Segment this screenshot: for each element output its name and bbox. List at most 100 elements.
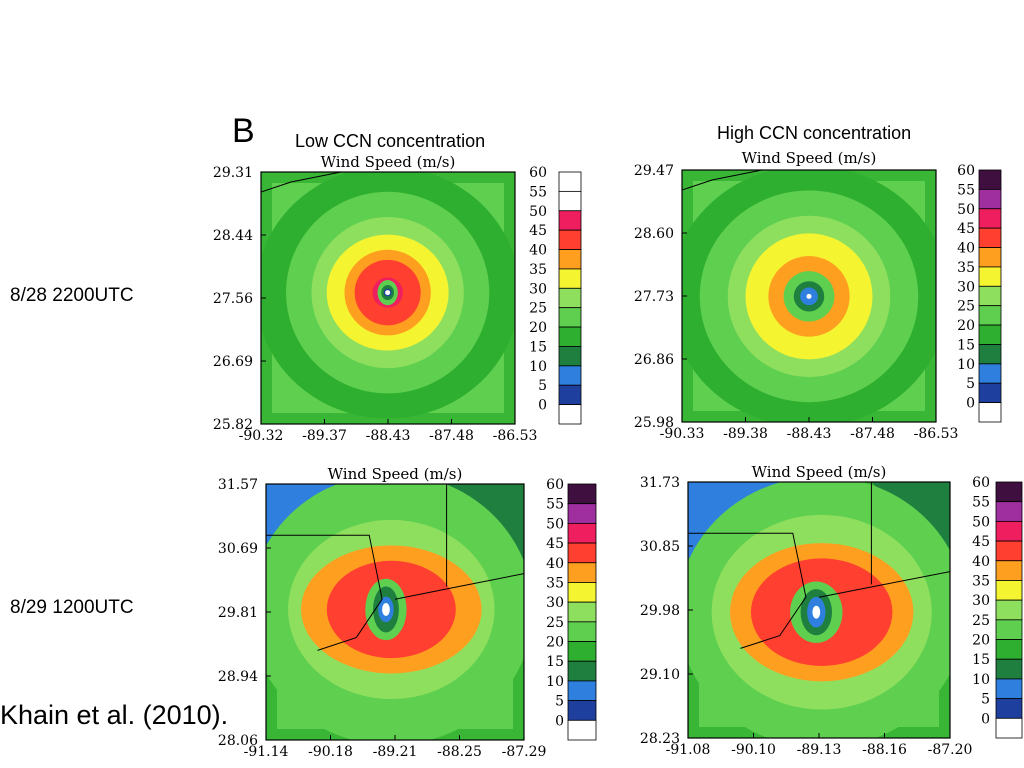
colorbar-swatch-5: [995, 698, 1023, 719]
colorbar-tick-label: 60: [972, 475, 990, 491]
colorbar-tick-label: 40: [972, 554, 990, 570]
panel-title: Wind Speed (m/s): [742, 149, 877, 167]
y-tick-label: 28.23: [640, 731, 680, 747]
x-tick-label: -89.21: [373, 744, 418, 760]
colorbar-tick-label: 10: [957, 357, 975, 373]
colorbar-tick-label: 25: [529, 301, 547, 317]
colorbar-tick-label: 40: [957, 241, 975, 257]
x-tick-label: -89.37: [302, 428, 347, 444]
coastline: [688, 482, 950, 649]
colorbar-tick-label: 40: [546, 556, 564, 572]
x-tick-label: -88.43: [787, 426, 832, 442]
colorbar-tick-label: 50: [529, 204, 547, 220]
colorbar-tick-label: 30: [972, 593, 990, 609]
wind-contour-0: [812, 605, 821, 619]
colorbar-tick-label: 0: [538, 398, 547, 414]
panel-letter: B: [232, 112, 255, 150]
x-tick-label: -89.13: [797, 742, 842, 758]
colorbar-tick-label: 50: [972, 514, 990, 530]
citation: Khain et al. (2010).: [0, 700, 229, 730]
x-tick-label: -87.48: [850, 426, 895, 442]
y-tick-label: 29.81: [218, 605, 258, 621]
column-title-low-ccn: Low CCN concentration: [295, 131, 486, 151]
x-tick-label: -87.48: [429, 428, 474, 444]
colorbar-tick-label: 5: [555, 694, 564, 710]
colorbar-tick-label: 45: [972, 534, 990, 550]
colorbar-swatch-0: [995, 717, 1023, 739]
x-tick-label: -91.14: [244, 744, 289, 760]
y-tick-label: 29.31: [213, 165, 253, 181]
colorbar-tick-label: 45: [529, 223, 547, 239]
y-tick-label: 29.98: [640, 603, 680, 619]
colorbar-swatch-0: [567, 719, 597, 741]
colorbar-tick-label: 20: [957, 318, 975, 334]
y-tick-label: 30.85: [640, 539, 680, 555]
colorbar-tick-label: 20: [546, 635, 564, 651]
y-tick-label: 28.06: [218, 733, 258, 749]
colorbar-tick-label: 55: [972, 495, 990, 511]
colorbar-swatch-20: [995, 639, 1023, 660]
colorbar-tick-label: 45: [546, 536, 564, 552]
y-tick-label: 30.69: [218, 541, 258, 557]
colorbar-swatch-30: [995, 599, 1023, 621]
colorbar-tick-label: 20: [972, 633, 990, 649]
colorbar-swatch-15: [995, 658, 1023, 680]
x-tick-label: -90.18: [308, 744, 353, 760]
x-tick-label: -88.25: [437, 744, 482, 760]
colorbar-tick-label: 55: [529, 184, 547, 200]
colorbar-tick-label: 5: [981, 692, 990, 708]
x-tick-label: -87.29: [502, 744, 547, 760]
colorbar-tick-label: 55: [546, 497, 564, 513]
colorbar-tick-label: 5: [538, 378, 547, 394]
y-tick-label: 28.60: [634, 226, 674, 242]
y-tick-label: 28.94: [218, 669, 258, 685]
y-tick-label: 28.44: [213, 228, 253, 244]
colorbar-tick-label: 55: [957, 182, 975, 198]
x-tick-label: -91.08: [666, 742, 711, 758]
colorbar-tick-label: 10: [546, 674, 564, 690]
panel-title: Wind Speed (m/s): [752, 463, 887, 481]
colorbar-tick-label: 50: [546, 516, 564, 532]
colorbar-tick-label: 15: [529, 339, 547, 355]
panel-title: Wind Speed (m/s): [328, 465, 463, 483]
colorbar-swatch-55: [995, 501, 1023, 522]
coastline: [266, 484, 524, 651]
colorbar-tick-label: 0: [981, 711, 990, 727]
y-tick-label: 26.69: [213, 354, 253, 370]
y-tick-label: 27.56: [213, 291, 253, 307]
x-tick-label: -90.32: [239, 428, 284, 444]
colorbar-swatch-35: [995, 580, 1023, 601]
colorbar-tick-label: 15: [546, 654, 564, 670]
colorbar-tick-label: 60: [529, 165, 547, 181]
colorbar-tick-label: 35: [546, 575, 564, 591]
colorbar-tick-label: 25: [972, 613, 990, 629]
colorbar-tick-label: 30: [546, 595, 564, 611]
colorbar-tick-label: 30: [529, 281, 547, 297]
colorbar-tick-label: 45: [957, 221, 975, 237]
y-tick-label: 26.86: [634, 352, 674, 368]
colorbar-tick-label: 15: [972, 652, 990, 668]
colorbar-swatch-50: [995, 520, 1023, 542]
x-tick-label: -88.43: [366, 428, 411, 444]
colorbar-tick-label: 10: [972, 672, 990, 688]
wind-contour-0: [382, 603, 390, 616]
wind-contour-0: [806, 293, 812, 299]
x-tick-label: -87.20: [928, 742, 973, 758]
column-title-high-ccn: High CCN concentration: [717, 123, 912, 143]
colorbar-tick-label: 0: [966, 396, 975, 412]
y-tick-label: 29.47: [634, 163, 674, 179]
x-tick-label: -86.53: [914, 426, 959, 442]
colorbar-tick-label: 40: [529, 243, 547, 259]
colorbar-swatch-10: [995, 678, 1023, 700]
colorbar-swatch-60: [995, 481, 1023, 503]
colorbar-tick-label: 25: [546, 615, 564, 631]
x-tick-label: -88.16: [862, 742, 907, 758]
colorbar-tick-label: 35: [529, 262, 547, 278]
x-tick-label: -86.53: [493, 428, 538, 444]
colorbar-swatch-25: [995, 619, 1023, 640]
colorbar-tick-label: 50: [957, 202, 975, 218]
